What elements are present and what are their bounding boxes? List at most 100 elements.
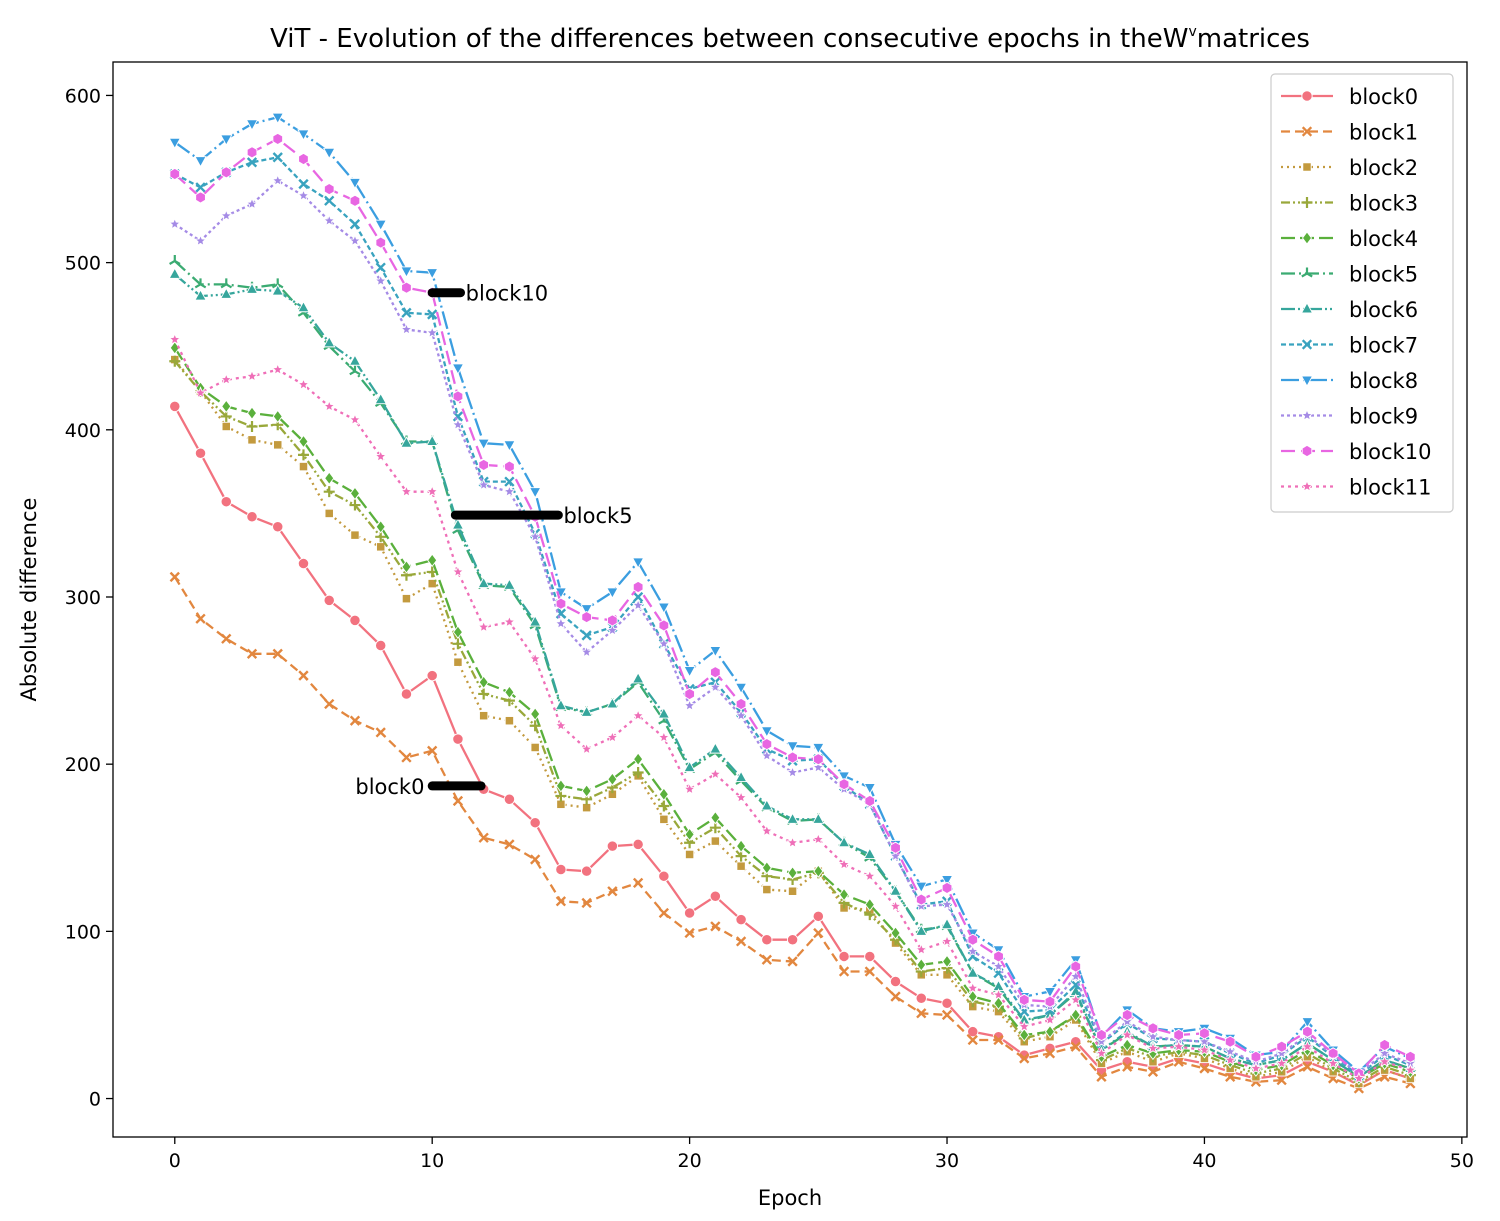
data-point-block8: [683, 666, 696, 678]
data-point-block0: [838, 950, 850, 963]
data-point-block9: [708, 680, 722, 693]
data-point-block10: [710, 666, 721, 679]
data-point-block8: [631, 557, 645, 569]
data-point-block9: [425, 326, 439, 339]
data-point-block6: [194, 289, 207, 301]
x-tick-label: 20: [678, 1150, 702, 1172]
data-point-block6: [709, 742, 722, 754]
data-point-block9: [194, 234, 207, 247]
data-point-block0: [529, 817, 541, 829]
data-point-block4: [1070, 1008, 1081, 1022]
data-point-block11: [425, 484, 439, 498]
annotation-label: block10: [466, 282, 548, 306]
data-point-block7: [427, 309, 438, 320]
data-point-block9: [271, 173, 285, 187]
data-point-block3: [478, 688, 490, 700]
data-point-block1: [1122, 1061, 1133, 1072]
data-point-block10: [941, 881, 953, 895]
data-point-block10: [1070, 960, 1082, 973]
data-point-block7: [401, 307, 412, 318]
data-point-block7: [195, 182, 206, 193]
data-point-block11: [1378, 1055, 1392, 1068]
data-point-block1: [993, 1034, 1004, 1046]
data-point-block11: [168, 332, 182, 346]
legend-label: block4: [1349, 227, 1418, 251]
data-point-block4: [761, 861, 772, 875]
data-point-block3: [529, 720, 541, 732]
data-point-block4: [581, 784, 592, 798]
data-point-block4: [813, 864, 824, 878]
data-point-block8: [1043, 987, 1057, 999]
data-point-block9: [1146, 1029, 1160, 1043]
data-point-block0: [761, 934, 773, 946]
data-point-block5: [271, 278, 284, 289]
data-point-block10: [581, 610, 592, 624]
legend-item-block2: block2: [1281, 156, 1418, 180]
data-point-block8: [760, 726, 774, 738]
title-end: matrices: [1197, 24, 1310, 54]
data-point-block8: [322, 147, 336, 160]
data-point-block1: [916, 1008, 927, 1019]
data-point-block9: [528, 529, 542, 543]
legend-label: block7: [1349, 334, 1418, 358]
data-point-block6: [889, 884, 902, 896]
data-point-block1: [838, 966, 850, 977]
series-block4: [169, 341, 1416, 1086]
data-point-block1: [452, 795, 464, 807]
series-block11: [168, 332, 1417, 1084]
data-point-block4: [1122, 1038, 1133, 1052]
data-point-block11: [271, 362, 285, 376]
data-point-block9: [889, 849, 903, 862]
data-point-block6: [400, 436, 413, 448]
data-point-block1: [967, 1034, 978, 1046]
legend-label: block6: [1349, 298, 1418, 322]
data-point-block11: [219, 372, 233, 386]
y-tick-label: 100: [65, 921, 101, 943]
data-point-block9: [374, 274, 388, 287]
data-point-block1: [581, 897, 592, 909]
data-point-block11: [683, 782, 697, 795]
data-point-block6: [451, 518, 465, 530]
data-point-block10: [1250, 1050, 1262, 1063]
legend-marker: [1301, 267, 1313, 278]
legend-label: block10: [1349, 440, 1431, 464]
x-tick-label: 0: [169, 1150, 181, 1172]
data-point-block8: [271, 112, 285, 125]
data-point-block0: [272, 521, 284, 533]
legend-item-block10: block10: [1281, 440, 1431, 464]
legend-label: block5: [1349, 263, 1418, 287]
data-point-block2: [453, 657, 463, 667]
data-point-block1: [735, 936, 747, 947]
data-point-block10: [1302, 1025, 1313, 1038]
data-point-block11: [1197, 1043, 1211, 1056]
data-point-block1: [1173, 1056, 1184, 1067]
y-axis-label: Absolute difference: [17, 498, 41, 702]
legend-marker: [1301, 231, 1313, 245]
legend-marker: [1301, 444, 1313, 458]
data-point-block9: [477, 478, 491, 491]
data-point-block9: [502, 484, 516, 498]
data-point-block1: [555, 896, 567, 907]
data-point-block2: [762, 884, 772, 895]
data-point-block1: [1302, 1061, 1313, 1072]
legend-box: [1270, 73, 1454, 513]
data-point-block1: [324, 698, 335, 710]
data-point-block4: [452, 625, 463, 639]
data-point-block8: [297, 129, 310, 141]
data-point-block11: [811, 832, 825, 845]
data-point-block10: [220, 166, 232, 179]
data-point-block1: [1096, 1071, 1107, 1082]
data-point-block9: [451, 417, 465, 431]
data-point-block2: [504, 716, 515, 726]
legend: block0 block1 block2 block3 block4 block5 bloc…: [1270, 73, 1454, 513]
data-point-block4: [941, 954, 953, 969]
data-point-block1: [632, 877, 644, 889]
series-block6: [168, 267, 1417, 1082]
chart-title: ViT - Evolution of the differences betwe…: [270, 24, 1310, 54]
data-point-block10: [1044, 995, 1056, 1008]
data-point-block1: [246, 648, 258, 659]
data-point-block10: [1405, 1050, 1416, 1063]
data-point-block0: [503, 793, 516, 805]
data-point-block1: [427, 745, 438, 756]
legend-item-block8: block8: [1281, 369, 1418, 393]
